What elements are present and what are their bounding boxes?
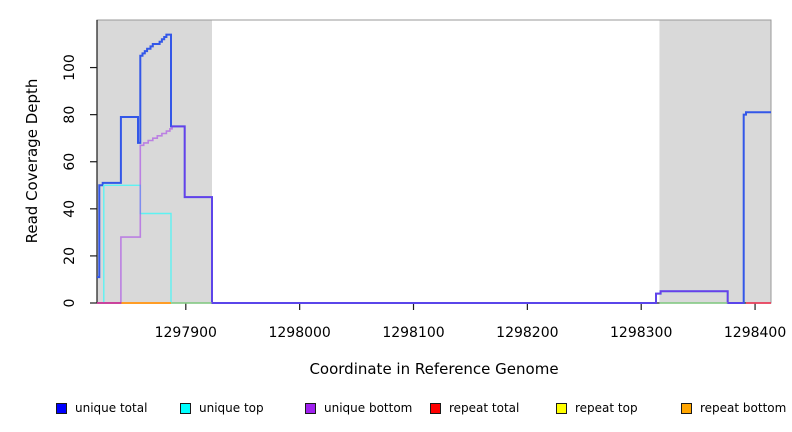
legend-label-repeat-bottom: repeat bottom xyxy=(700,401,787,415)
y-tick-label: 40 xyxy=(62,200,78,218)
x-tick-label: 1298000 xyxy=(268,325,330,341)
legend-item-unique-total: unique total xyxy=(56,401,147,415)
legend-swatch-unique-total xyxy=(56,402,67,414)
legend-item-unique-bottom: unique bottom xyxy=(305,401,412,415)
legend-label-unique-total: unique total xyxy=(75,401,148,415)
shaded-region xyxy=(659,20,771,303)
legend-label-unique-bottom: unique bottom xyxy=(324,401,413,415)
x-tick-label: 1298100 xyxy=(382,325,444,341)
y-tick-label: 100 xyxy=(62,54,78,81)
shaded-region xyxy=(97,20,212,303)
x-tick-label: 1298200 xyxy=(496,325,558,341)
legend-label-unique-top: unique top xyxy=(199,401,264,415)
x-tick-label: 1297900 xyxy=(155,325,217,341)
legend-label-repeat-total: repeat total xyxy=(449,401,520,415)
legend-item-repeat-total: repeat total xyxy=(430,401,519,415)
legend-swatch-unique-top xyxy=(180,402,191,414)
y-tick-label: 0 xyxy=(62,299,78,308)
legend-swatch-repeat-bottom xyxy=(681,402,692,414)
y-tick-label: 80 xyxy=(62,106,78,124)
y-axis-title: Read Coverage Depth xyxy=(23,78,41,244)
x-tick-label: 1298400 xyxy=(724,325,786,341)
x-tick-label: 1298300 xyxy=(610,325,672,341)
y-tick-label: 20 xyxy=(62,247,78,265)
legend-item-repeat-top: repeat top xyxy=(556,401,638,415)
legend-swatch-repeat-total xyxy=(430,402,441,414)
legend-item-repeat-bottom: repeat bottom xyxy=(681,401,786,415)
legend-item-unique-top: unique top xyxy=(180,401,264,415)
x-axis-title: Coordinate in Reference Genome xyxy=(309,360,559,378)
legend-label-repeat-top: repeat top xyxy=(575,401,638,415)
series-unique-bottom xyxy=(97,125,744,304)
legend-swatch-unique-bottom xyxy=(305,402,316,414)
y-tick-label: 60 xyxy=(62,153,78,171)
legend-swatch-repeat-top xyxy=(556,402,567,414)
